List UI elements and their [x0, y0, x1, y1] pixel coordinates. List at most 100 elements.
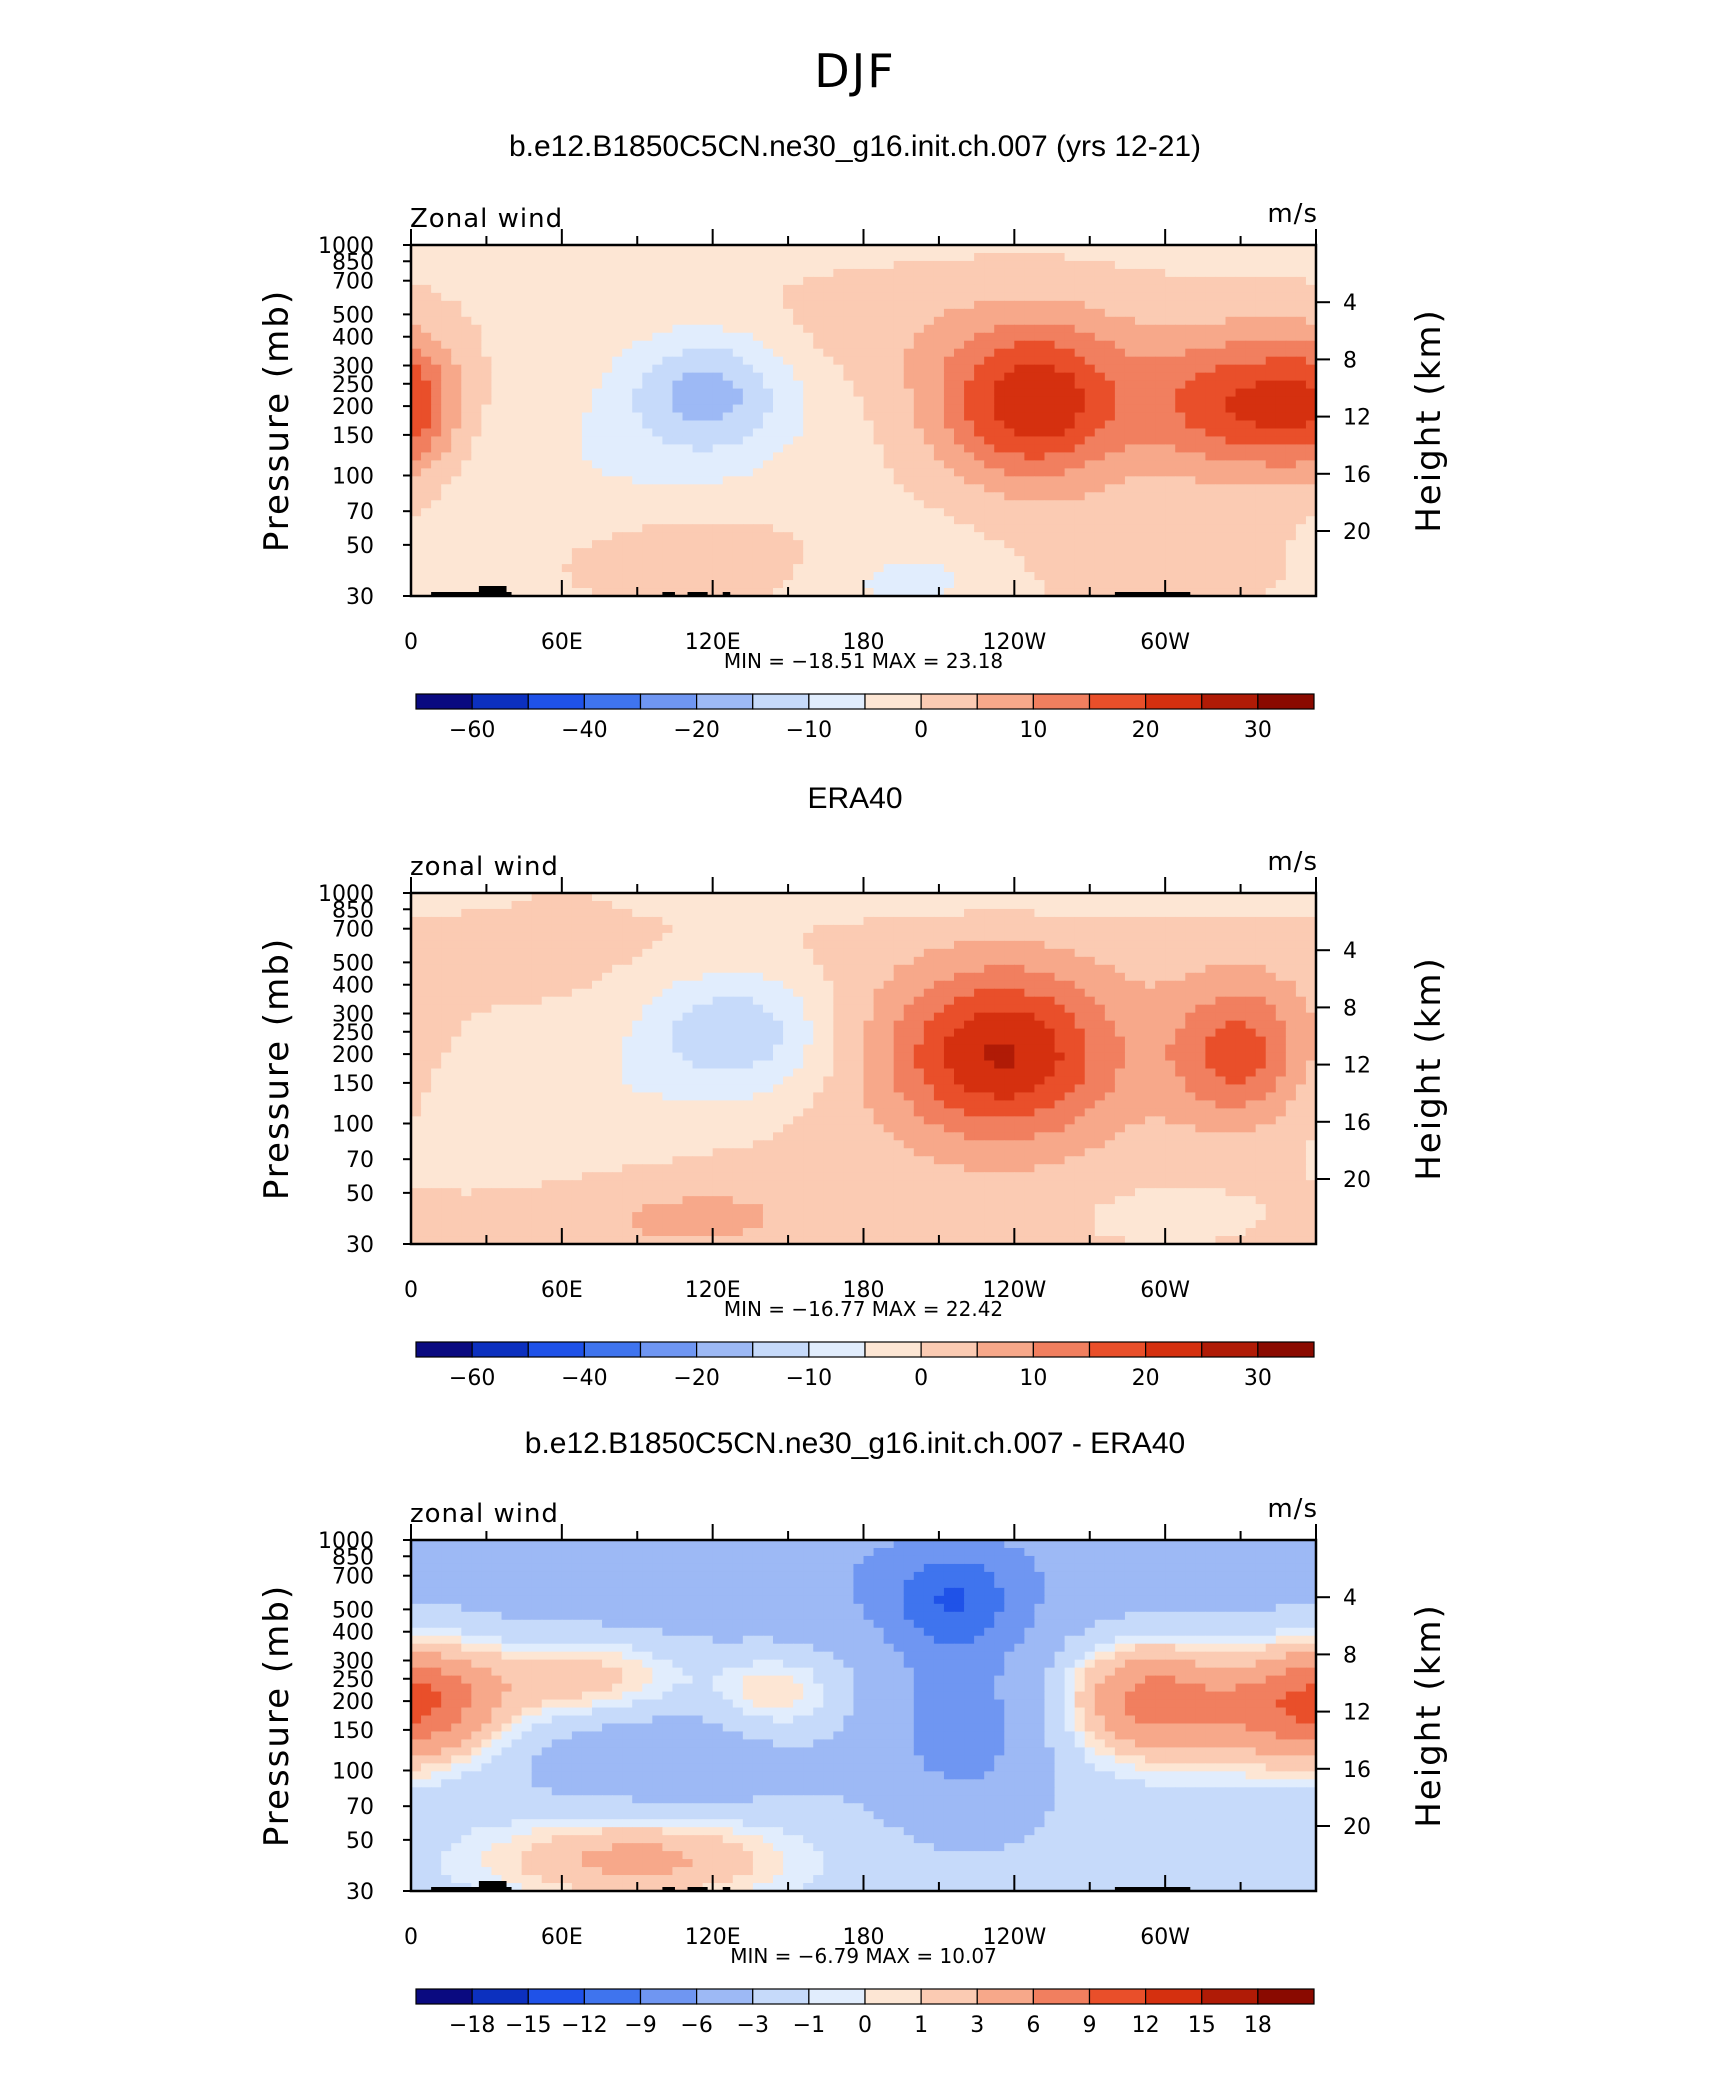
y-tick-label: 700 — [332, 270, 374, 295]
field-cell — [1285, 588, 1297, 597]
field-cell — [622, 516, 633, 525]
field-cell — [883, 404, 895, 414]
field-cell — [612, 412, 623, 422]
field-cell — [682, 300, 694, 310]
field-cell — [551, 460, 563, 469]
field-cell — [642, 436, 653, 446]
field-cell — [571, 964, 583, 974]
field-cell — [622, 932, 633, 942]
field-cell — [441, 452, 452, 461]
field-cell — [1044, 572, 1056, 581]
field-cell — [1215, 588, 1227, 597]
field-cell — [803, 588, 814, 597]
field-cell — [602, 516, 613, 525]
field-cell — [863, 436, 875, 446]
field-cell — [1305, 372, 1317, 382]
field-cell — [883, 324, 895, 334]
field-cell — [702, 508, 714, 517]
field-cell — [964, 508, 975, 517]
field-cell — [1265, 364, 1277, 374]
field-cell — [571, 524, 583, 533]
field-cell — [642, 348, 653, 358]
field-cell — [762, 500, 774, 509]
field-cell — [813, 380, 824, 390]
field-cell — [732, 420, 744, 430]
field-cell — [873, 524, 885, 533]
field-cell — [1285, 540, 1297, 549]
field-cell — [773, 444, 784, 454]
field-cell — [1004, 924, 1015, 934]
field-cell — [451, 332, 462, 342]
field-cell — [652, 460, 663, 469]
field-cell — [933, 268, 945, 278]
field-cell — [823, 556, 834, 565]
field-cell — [793, 292, 804, 302]
field-cell — [1054, 364, 1066, 374]
field-cell — [1215, 956, 1227, 966]
field-cell — [1195, 964, 1206, 974]
field-cell — [762, 340, 774, 350]
field-cell — [1185, 412, 1196, 422]
field-cell — [1114, 532, 1126, 541]
field-cell — [893, 532, 905, 541]
field-cell — [1064, 308, 1076, 318]
field-cell — [612, 540, 623, 549]
field-cell — [1185, 900, 1196, 910]
field-cell — [923, 308, 935, 318]
field-cell — [843, 276, 855, 286]
field-cell — [672, 516, 684, 525]
field-cell — [913, 956, 925, 966]
field-cell — [662, 332, 674, 342]
field-cell — [461, 932, 472, 942]
field-cell — [581, 396, 593, 406]
field-cell — [1285, 516, 1297, 525]
field-cell — [1215, 412, 1227, 422]
field-cell — [702, 500, 714, 509]
field-cell — [954, 340, 965, 350]
field-cell — [421, 940, 432, 950]
field-cell — [1205, 908, 1217, 918]
field-cell — [752, 924, 764, 934]
field-cell — [622, 972, 633, 982]
field-cell — [823, 276, 834, 286]
field-cell — [1104, 893, 1116, 902]
field-cell — [702, 948, 714, 958]
min-max-stats: MIN = −18.51 MAX = 23.18 — [724, 649, 1003, 673]
field-cell — [592, 572, 603, 581]
field-cell — [813, 452, 824, 461]
field-cell — [783, 460, 794, 469]
field-cell — [893, 916, 905, 926]
field-cell — [954, 956, 965, 966]
field-cell — [873, 532, 885, 541]
field-cell — [793, 460, 804, 469]
field-cell — [1014, 548, 1025, 557]
field-cell — [1044, 516, 1056, 525]
field-cell — [762, 380, 774, 390]
field-cell — [752, 348, 764, 358]
field-cell — [964, 956, 975, 966]
field-cell — [752, 460, 764, 469]
field-cell — [642, 324, 653, 334]
field-cell — [1195, 332, 1206, 342]
field-cell — [571, 484, 583, 493]
field-cell — [762, 388, 774, 398]
field-cell — [1235, 484, 1247, 493]
field-cell — [551, 524, 563, 533]
field-cell — [411, 524, 422, 533]
field-cell — [1265, 340, 1277, 350]
field-cell — [521, 964, 533, 974]
field-cell — [1124, 260, 1136, 270]
field-cell — [793, 380, 804, 390]
field-cell — [471, 532, 482, 541]
field-cell — [441, 300, 452, 310]
field-cell — [1165, 476, 1176, 485]
field-cell — [1255, 452, 1267, 461]
field-cell — [742, 444, 754, 454]
field-cell — [682, 292, 694, 302]
field-cell — [1034, 916, 1046, 926]
field-cell — [652, 924, 663, 934]
field-cell — [793, 316, 804, 326]
field-cell — [1195, 300, 1206, 310]
field-cell — [1295, 900, 1307, 910]
field-cell — [431, 245, 442, 254]
